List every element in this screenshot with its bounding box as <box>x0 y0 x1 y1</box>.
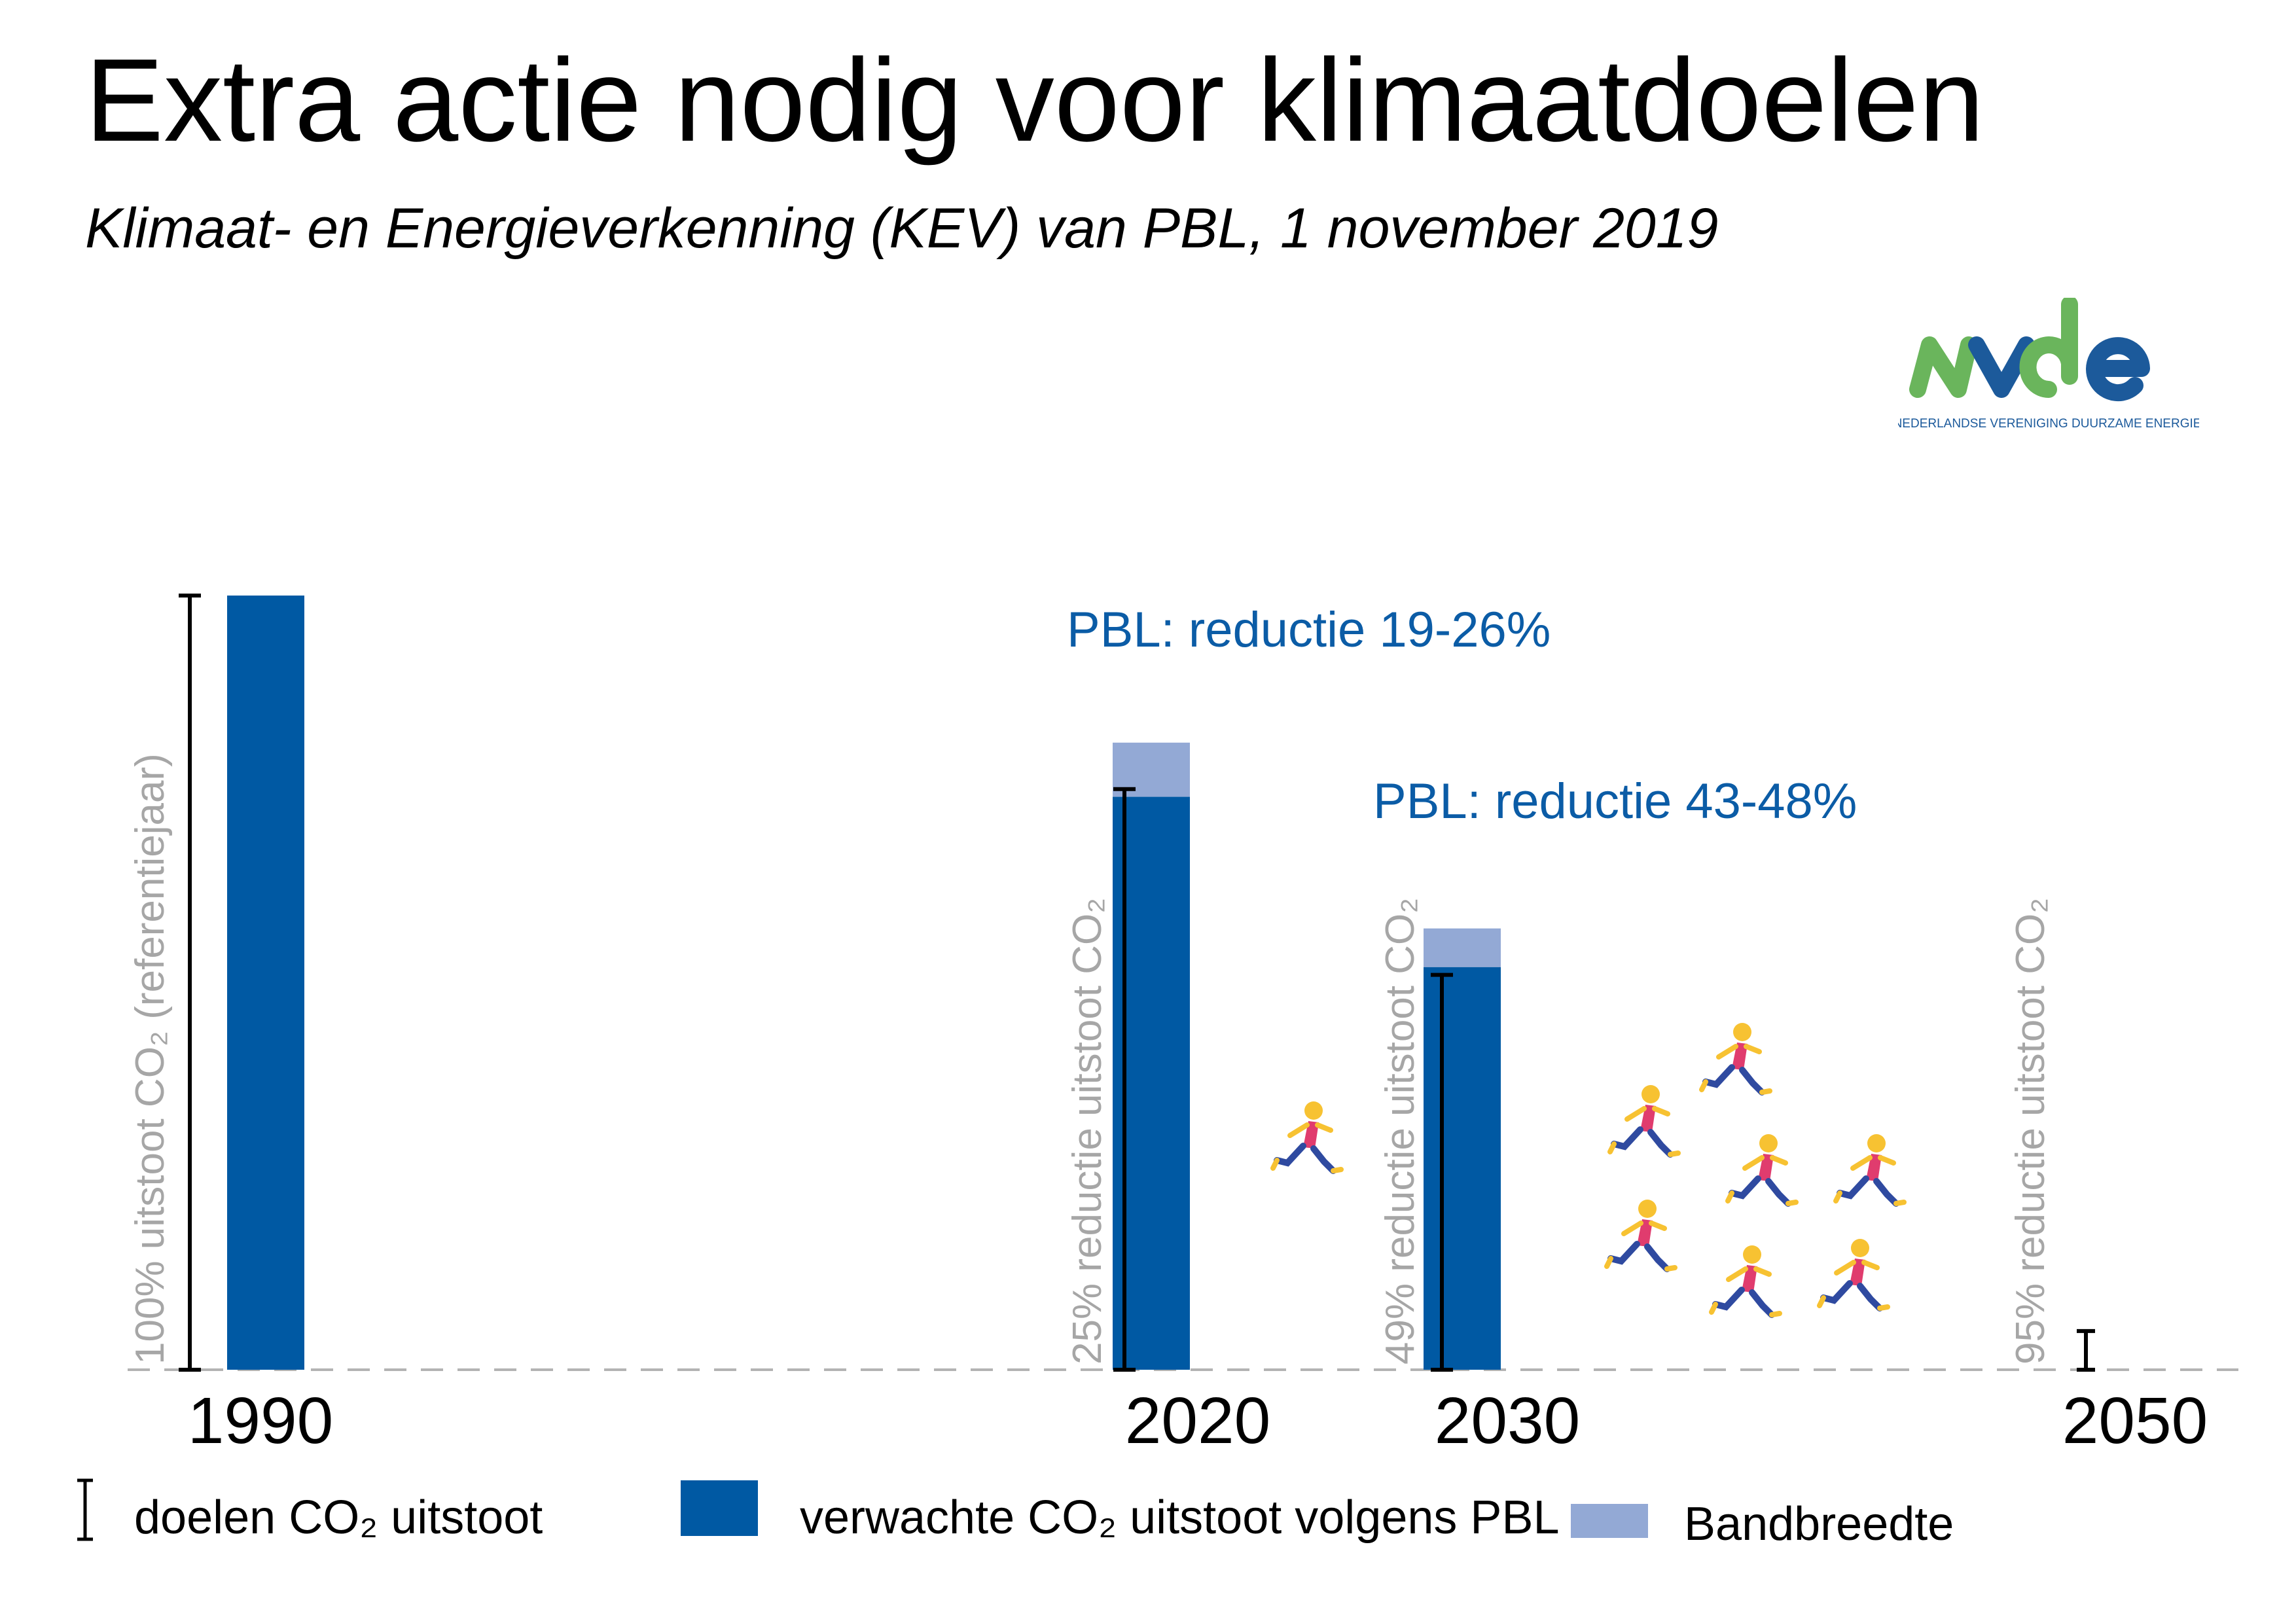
runner-icon-2030-3 <box>1725 1134 1799 1207</box>
page-subtitle: Klimaat- en Energieverkenning (KEV) van … <box>85 197 1719 260</box>
runner-icon-2030-7 <box>1817 1239 1890 1311</box>
page-title: Extra actie nodig voor klimaatdoelen <box>85 35 1984 166</box>
runner-icon-2030-5 <box>1604 1200 1677 1272</box>
runner-icon-2030-1 <box>1607 1085 1681 1158</box>
legend-item-target: doelen CO₂ uitstoot <box>77 1478 543 1544</box>
bar-band-2030 <box>1424 928 1501 967</box>
runner-icon-2030-6 <box>1709 1245 1782 1318</box>
tick-label-2050: 2050 <box>2062 1384 2208 1457</box>
target-bracket-2050 <box>2077 1329 2095 1372</box>
legend-label-expected: verwachte CO₂ uitstoot volgens PBL <box>800 1491 1560 1544</box>
logo-letter-d <box>2019 298 2078 398</box>
target-bracket-2030 <box>1431 972 1453 1372</box>
target-label-1990: 100% uitstoot CO₂ (referentiejaar) <box>128 753 173 1364</box>
target-label-2050: 95% reductie uitstoot CO₂ <box>2008 898 2053 1364</box>
logo-tagline: NEDERLANDSE VERENIGING DUURZAME ENERGIE <box>1898 417 2199 431</box>
legend-swatch-expected <box>681 1480 758 1536</box>
runner-icon-2020-1 <box>1270 1101 1344 1174</box>
logo-letter-n <box>1909 336 1977 398</box>
logo-letter-v <box>1968 336 2035 398</box>
tick-label-2030: 2030 <box>1435 1384 1580 1457</box>
tick-label-1990: 1990 <box>188 1384 333 1457</box>
annotation-2030: PBL: reductie 43-48% <box>1373 774 1857 829</box>
annotation-2020: PBL: reductie 19-26% <box>1067 602 1551 658</box>
legend-label-band: Bandbreedte <box>1684 1498 1954 1550</box>
logo-mark <box>1909 298 2150 402</box>
target-label-2020: 25% reductie uitstoot CO₂ <box>1065 898 1110 1364</box>
runner-icon-2030-2 <box>1699 1023 1772 1096</box>
legend-item-expected: verwachte CO₂ uitstoot volgens PBL <box>681 1480 1560 1544</box>
legend-label-target: doelen CO₂ uitstoot <box>134 1491 543 1544</box>
logo-letter-e <box>2086 337 2150 402</box>
nvde-logo: NEDERLANDSE VERENIGING DUURZAME ENERGIE <box>1898 298 2199 431</box>
target-bracket-1990 <box>179 594 201 1372</box>
legend-swatch-band <box>1571 1504 1648 1538</box>
target-bracket-2020 <box>1113 787 1136 1372</box>
target-label-2030: 49% reductie uitstoot CO₂ <box>1378 898 1423 1364</box>
bar-expected-2030 <box>1424 967 1501 1370</box>
chart-layer: 1990 2020 2030 2050 100% uitstoot CO₂ (refer… <box>128 594 2208 1457</box>
bar-expected-1990 <box>227 596 304 1370</box>
runner-icon-2030-4 <box>1833 1134 1907 1207</box>
legend: doelen CO₂ uitstoot verwachte CO₂ uitsto… <box>77 1478 1954 1550</box>
legend-item-band: Bandbreedte <box>1571 1498 1954 1550</box>
tick-label-2020: 2020 <box>1125 1384 1270 1457</box>
